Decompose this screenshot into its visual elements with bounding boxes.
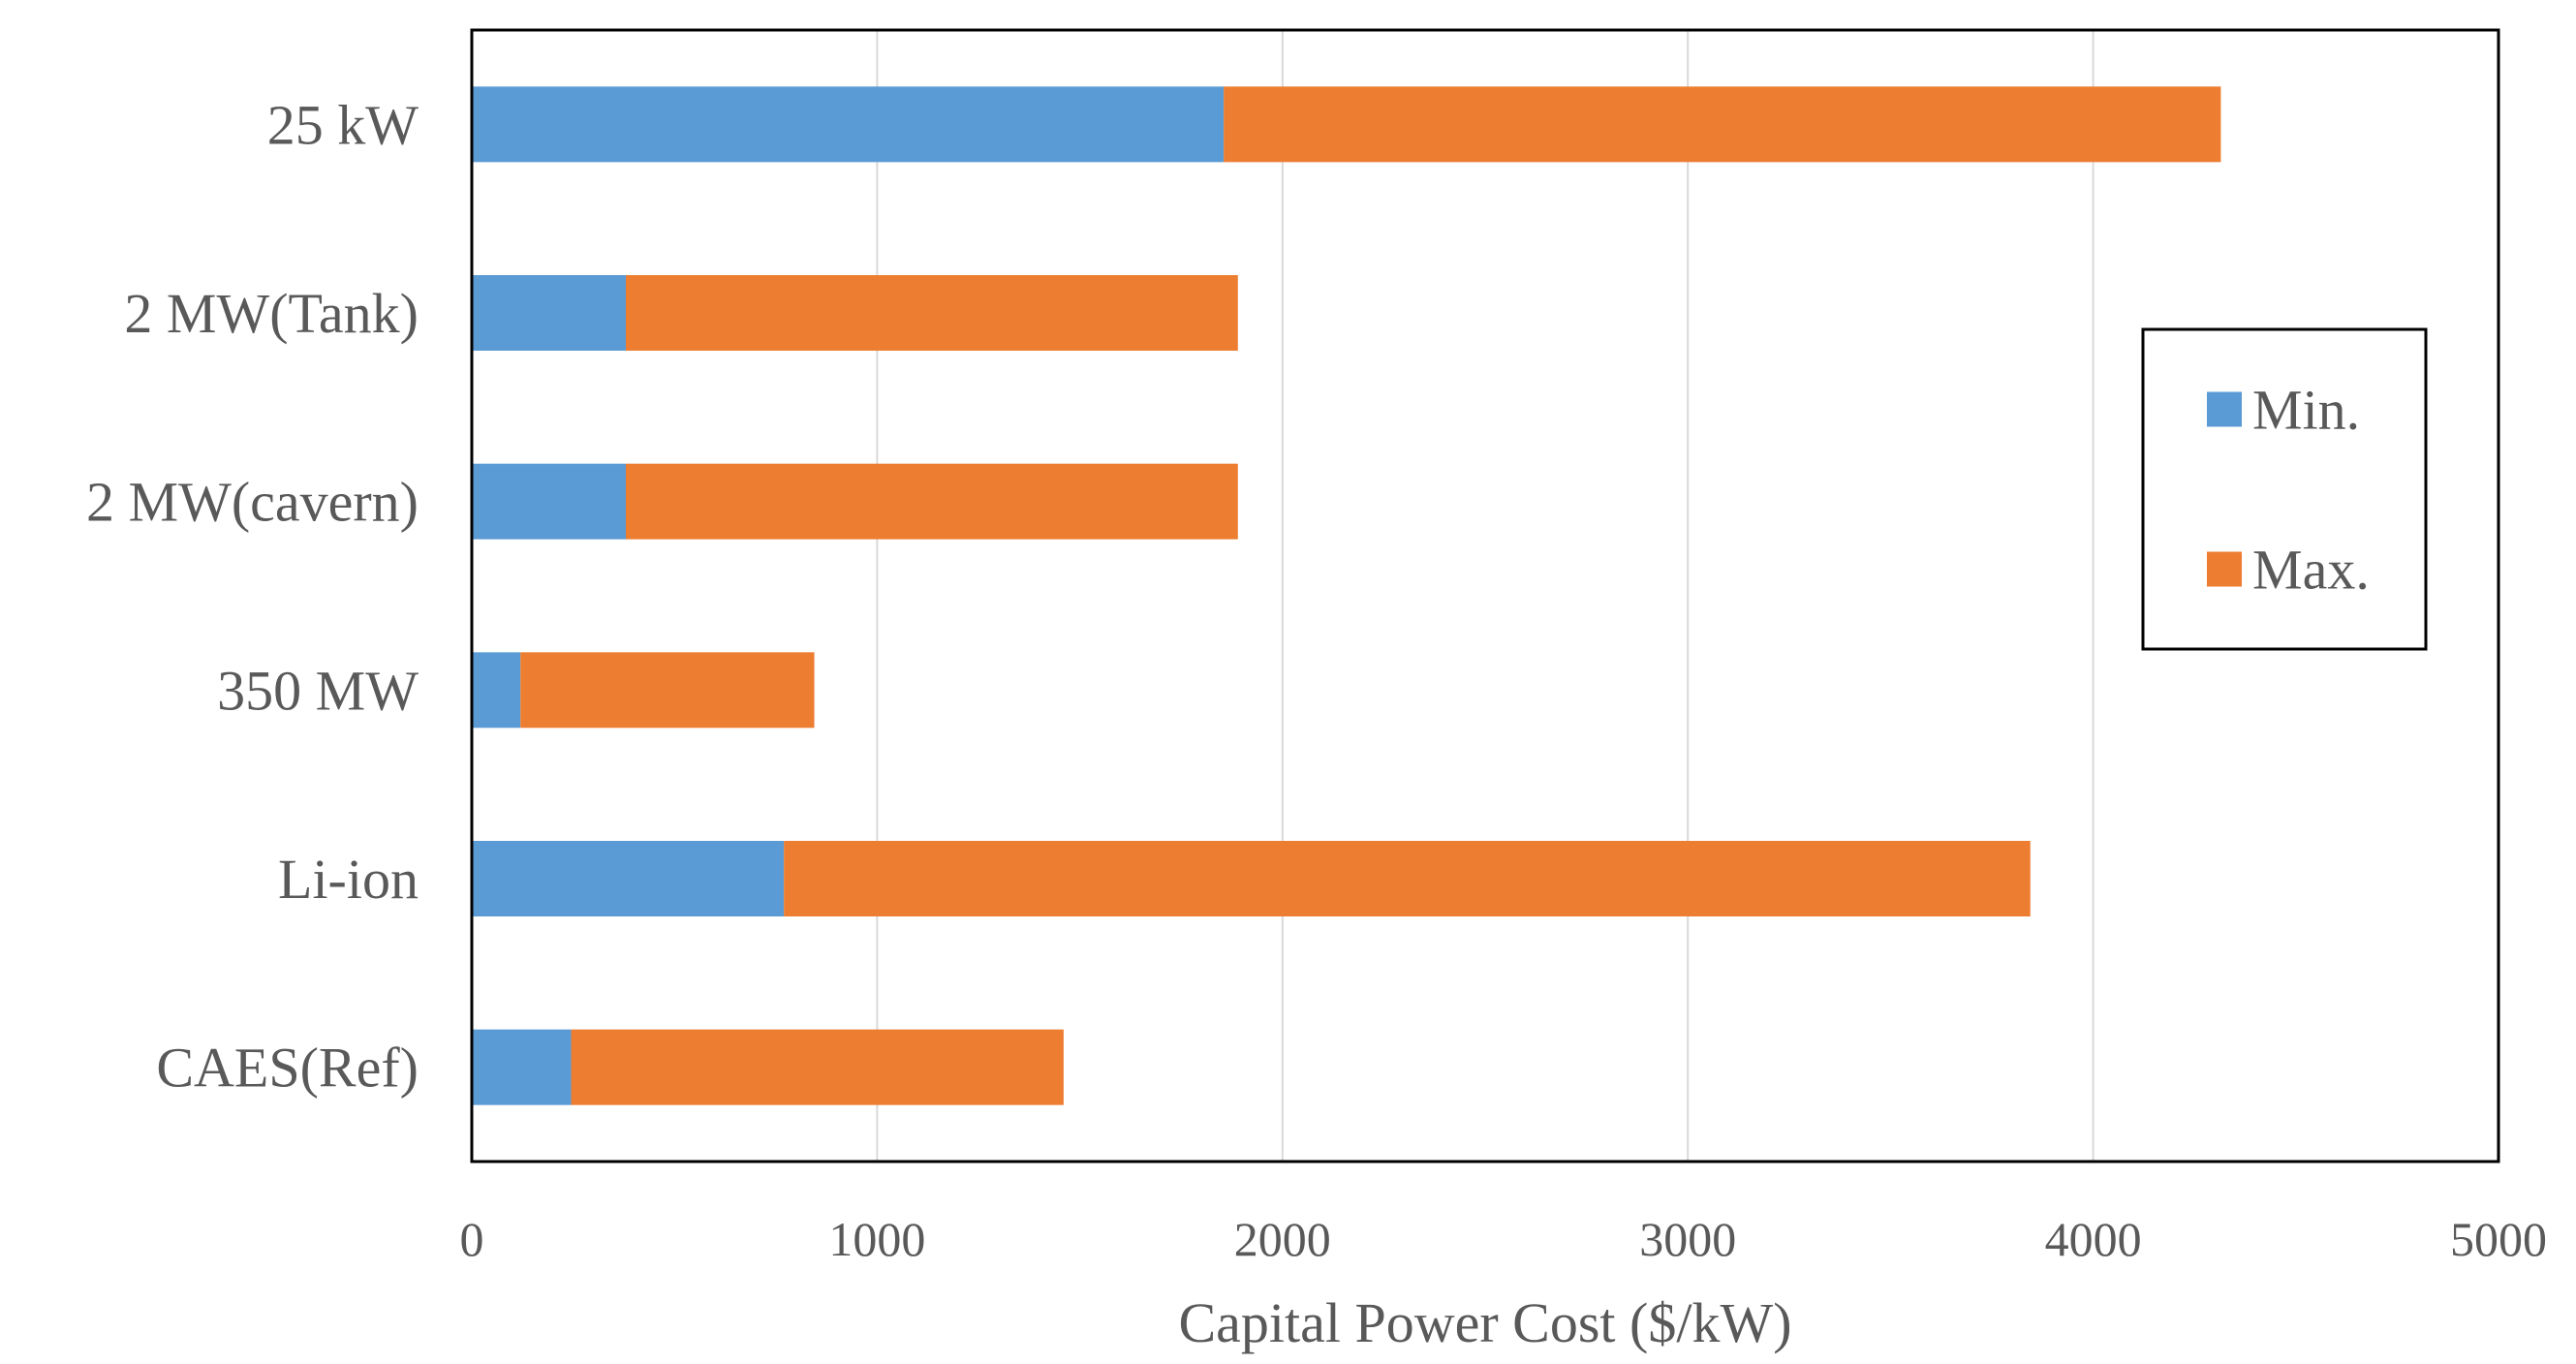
bar-min <box>472 841 785 916</box>
legend-label: Min. <box>2252 379 2360 442</box>
category-label: 350 MW <box>217 659 419 722</box>
tick-labels: 0 1000 2000 3000 4000 5000 <box>460 1212 2548 1266</box>
bar-min <box>472 275 626 351</box>
bar-min <box>472 652 521 728</box>
gridlines <box>876 30 2095 1162</box>
category-label: Li-ion <box>278 848 419 911</box>
bar-min <box>472 1029 572 1105</box>
bar-max <box>784 841 2031 916</box>
x-tick-label: 1000 <box>828 1212 925 1266</box>
bar-min <box>472 86 1225 163</box>
legend-label: Max. <box>2252 539 2370 602</box>
category-label: 2 MW(cavern) <box>86 471 419 534</box>
legend-swatch <box>2207 551 2242 587</box>
bars <box>472 86 2221 1105</box>
bar-max <box>520 652 815 728</box>
x-tick-label: 0 <box>460 1212 484 1266</box>
legend-frame <box>2141 327 2428 651</box>
category-label: 2 MW(Tank) <box>124 282 419 345</box>
bar-max <box>625 463 1238 540</box>
category-label: 25 kW <box>267 93 419 156</box>
bar-min <box>472 463 626 540</box>
bar-max <box>1224 86 2221 163</box>
x-tick-label: 5000 <box>2450 1212 2547 1266</box>
legend-swatch <box>2207 391 2242 427</box>
legend: Min. Max. <box>2141 327 2428 651</box>
bar-max <box>625 275 1238 351</box>
plot-frame <box>470 28 2500 1163</box>
x-tick-label: 4000 <box>2045 1212 2142 1266</box>
x-axis-title: Capital Power Cost ($/kW) <box>1178 1291 1791 1354</box>
category-label: CAES(Ref) <box>156 1037 419 1100</box>
x-tick-label: 2000 <box>1234 1212 1331 1266</box>
category-labels: 25 kW 2 MW(Tank) 2 MW(cavern) 350 MW Li-ion C… <box>86 93 419 1099</box>
x-tick-label: 3000 <box>1639 1212 1736 1266</box>
bar-max <box>571 1029 1064 1105</box>
